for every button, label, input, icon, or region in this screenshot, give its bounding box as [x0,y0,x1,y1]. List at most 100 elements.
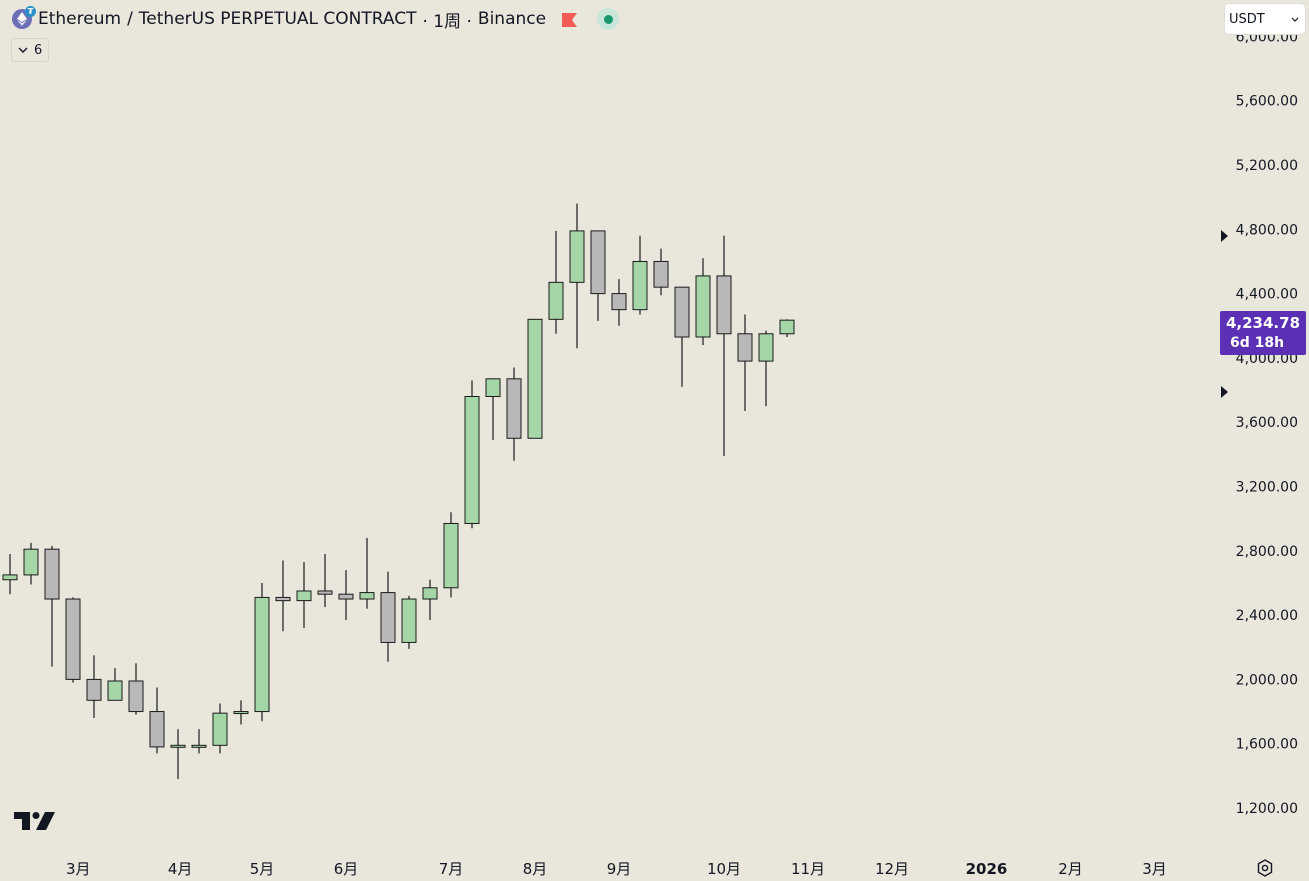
candle[interactable] [422,579,438,620]
symbol-quote[interactable]: TetherUS PERPETUAL CONTRACT [138,9,417,29]
candle[interactable] [611,279,627,326]
axis-markers [1221,230,1228,398]
candle[interactable] [590,230,606,321]
candle-body [569,230,585,283]
candle-body [758,333,774,362]
candle[interactable] [2,554,18,595]
x-tick-label: 3月 [1142,860,1167,878]
candle[interactable] [695,258,711,346]
candle[interactable] [569,203,585,349]
candle[interactable] [149,687,165,754]
candle-body [149,711,165,748]
candle-body [44,548,60,600]
candle-body [86,678,102,701]
chevron-down-icon [1291,17,1299,22]
symbol-separator: / [127,9,133,29]
symbol-exchange[interactable]: Binance [477,9,547,29]
symbol-header[interactable]: ₮ Ethereum / TetherUS PERPETUAL CONTRACT… [12,6,620,32]
candle[interactable] [548,230,564,334]
candle[interactable] [443,512,459,598]
x-tick-label: 2026 [966,860,1008,878]
currency-select[interactable]: USDT [1225,4,1305,34]
candle-body [359,592,375,600]
candle[interactable] [233,700,249,725]
candle[interactable] [485,378,501,440]
candle[interactable] [212,703,228,754]
last-price-label-bg [1220,311,1306,355]
candle[interactable] [275,560,291,632]
candle[interactable] [107,668,123,701]
candle-body [212,712,228,746]
candle[interactable] [191,729,207,754]
candle[interactable] [380,571,396,662]
candle[interactable] [737,314,753,411]
x-tick-label: 11月 [791,860,825,878]
candle[interactable] [506,367,522,461]
candle-body [716,275,732,335]
candle[interactable] [170,729,186,780]
y-tick-label: 2,000.00 [1236,672,1298,688]
candle[interactable] [653,248,669,296]
candle-body [317,590,333,595]
time-axis[interactable]: 3月 4月 5月 6月 7月 8月 9月 10月 11月 12月 2026 2月 3月 [66,860,1167,878]
candle-body [485,378,501,397]
candle[interactable] [44,545,60,667]
x-tick-label: 3月 [66,860,91,878]
candle-body [611,293,627,311]
candle[interactable] [23,542,39,585]
settings-icon[interactable] [1255,858,1275,878]
candle-body [107,680,123,701]
candle[interactable] [296,562,312,628]
candle[interactable] [527,318,543,439]
candle-body [170,744,186,748]
candle[interactable] [128,663,144,715]
x-tick-label: 5月 [250,860,275,878]
candle-body [527,318,543,439]
y-tick-label: 5,600.00 [1236,94,1298,110]
currency-value: USDT [1229,11,1265,27]
x-tick-label: 4月 [168,860,193,878]
x-tick-label: 8月 [523,860,548,878]
y-tick-label: 4,400.00 [1236,287,1298,303]
candle[interactable] [65,597,81,683]
candle-body [422,587,438,600]
price-axis[interactable]: 1,200.00 1,600.00 2,000.00 2,400.00 2,800.00… [1236,29,1298,817]
candle[interactable] [674,286,690,387]
last-price-value: 4,234.78 [1226,314,1300,332]
candle-body [380,592,396,643]
candle-body [674,286,690,338]
candle[interactable] [401,595,417,649]
candle[interactable] [779,319,795,338]
candle-body [275,596,291,602]
candle[interactable] [317,554,333,608]
flag-icon[interactable] [562,12,578,27]
candle-body [737,333,753,362]
tradingview-logo[interactable] [14,810,56,832]
candle-body [23,548,39,576]
symbol-base[interactable]: Ethereum [38,9,122,29]
candle[interactable] [86,655,102,718]
candle[interactable] [359,537,375,609]
x-tick-label: 2月 [1058,860,1083,878]
candle-body [65,598,81,680]
bar-countdown: 6d 18h [1230,335,1284,351]
x-tick-label: 7月 [439,860,464,878]
indicators-toggle-button[interactable]: 6 [11,38,50,62]
candle-body [653,260,669,288]
market-status-icon[interactable] [597,8,620,30]
chevron-down-icon [18,47,28,53]
indicators-count: 6 [34,42,43,58]
candle[interactable] [758,330,774,407]
y-tick-label: 2,800.00 [1236,544,1298,560]
candle[interactable] [254,582,270,722]
symbol-interval[interactable]: · 1周 · [422,11,472,32]
y-tick-label: 3,600.00 [1236,415,1298,431]
candle[interactable] [464,380,480,529]
candle-body [506,378,522,439]
y-tick-label: 2,400.00 [1236,608,1298,624]
candle[interactable] [716,235,732,456]
candle[interactable] [338,570,354,620]
candle[interactable] [632,235,648,315]
x-tick-label: 10月 [707,860,741,878]
